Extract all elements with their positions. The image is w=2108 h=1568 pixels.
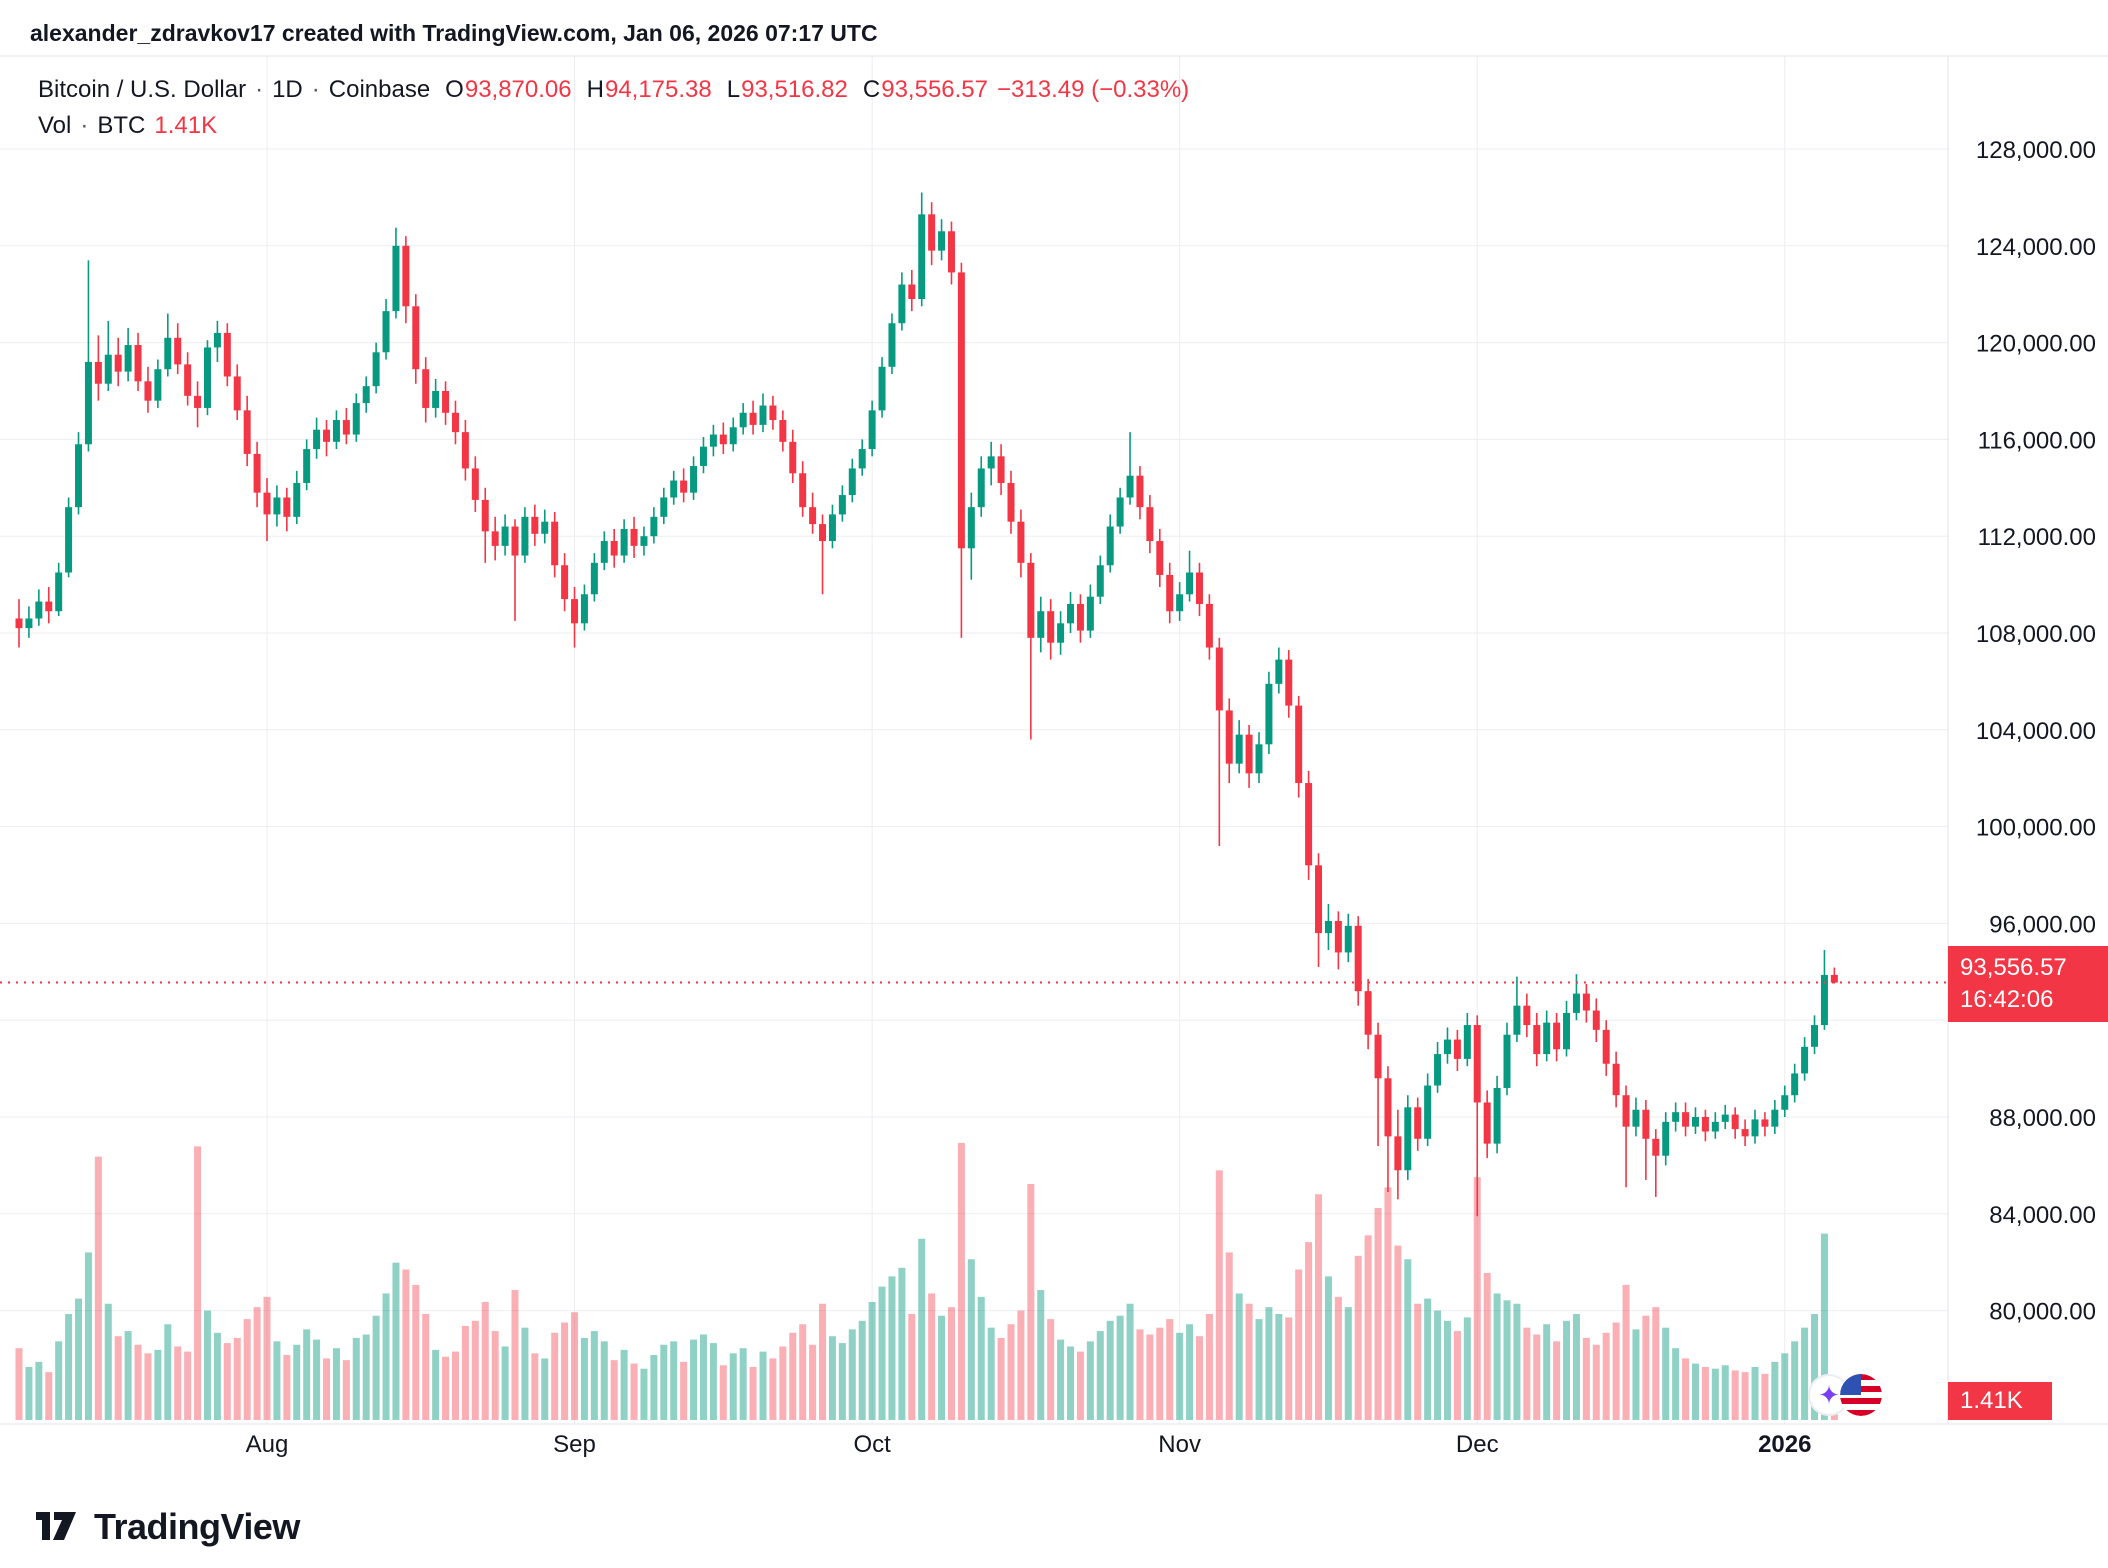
- svg-text:Aug: Aug: [246, 1431, 289, 1458]
- svg-text:108,000.00: 108,000.00: [1976, 621, 2096, 648]
- svg-text:84,000.00: 84,000.00: [1989, 1202, 2096, 1229]
- change-value: −313.49 (−0.33%): [997, 76, 1190, 103]
- low-label: L: [726, 76, 741, 103]
- close-label: C: [862, 76, 881, 103]
- current-price-value: 93,556.57: [1960, 954, 2067, 981]
- svg-text:128,000.00: 128,000.00: [1976, 137, 2096, 164]
- low-value: 93,516.82: [741, 76, 848, 103]
- legend-separator: ·: [311, 76, 320, 103]
- tradingview-brand-link[interactable]: TradingView: [32, 1500, 300, 1553]
- volume-value: 1.41K: [154, 112, 218, 139]
- close-value: 93,556.57: [881, 76, 989, 103]
- volume-legend: Vol · BTC 1.41K: [38, 112, 217, 140]
- svg-text:Nov: Nov: [1158, 1431, 1201, 1458]
- svg-text:124,000.00: 124,000.00: [1976, 234, 2096, 261]
- tradingview-logo-icon: [32, 1500, 80, 1553]
- chart-overlay-icons: ✦: [1808, 1374, 1882, 1416]
- current-price-axis-label: 93,556.57 16:42:06: [1948, 946, 2108, 1022]
- us-flag-icon[interactable]: [1840, 1374, 1882, 1416]
- svg-text:Dec: Dec: [1456, 1431, 1499, 1458]
- legend-separator: ·: [80, 112, 89, 139]
- svg-text:Sep: Sep: [553, 1431, 596, 1458]
- svg-text:100,000.00: 100,000.00: [1976, 815, 2096, 842]
- svg-text:104,000.00: 104,000.00: [1976, 718, 2096, 745]
- legend-separator: ·: [255, 76, 264, 103]
- bar-countdown-timer: 16:42:06: [1960, 986, 2054, 1013]
- symbol-title[interactable]: Bitcoin / U.S. Dollar: [38, 76, 247, 103]
- high-value: 94,175.38: [604, 76, 712, 103]
- tradingview-wordmark: TradingView: [94, 1505, 300, 1547]
- svg-text:2026: 2026: [1758, 1431, 1811, 1458]
- svg-text:96,000.00: 96,000.00: [1989, 911, 2096, 938]
- exchange-label: Coinbase: [328, 76, 431, 103]
- volume-label: Vol: [38, 112, 72, 139]
- attribution-text: alexander_zdravkov17 created with Tradin…: [30, 20, 878, 46]
- sparkle-icon[interactable]: ✦: [1808, 1374, 1850, 1416]
- open-label: O: [445, 76, 464, 103]
- svg-text:88,000.00: 88,000.00: [1989, 1105, 2096, 1132]
- svg-text:Oct: Oct: [853, 1431, 891, 1458]
- open-value: 93,870.06: [464, 76, 572, 103]
- svg-text:120,000.00: 120,000.00: [1976, 331, 2096, 358]
- high-label: H: [586, 76, 604, 103]
- current-volume-axis-label: 1.41K: [1948, 1382, 2052, 1420]
- svg-text:112,000.00: 112,000.00: [1978, 524, 2096, 551]
- interval-label: 1D: [272, 76, 303, 103]
- svg-text:80,000.00: 80,000.00: [1989, 1299, 2096, 1326]
- svg-text:116,000.00: 116,000.00: [1978, 427, 2096, 454]
- volume-unit-label: BTC: [97, 112, 146, 139]
